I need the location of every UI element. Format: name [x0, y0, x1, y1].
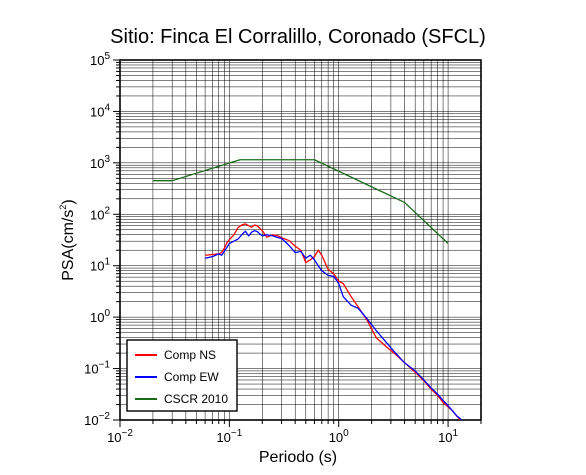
x-tick-base: 10 [216, 430, 230, 445]
x-tick-base: 10 [107, 430, 121, 445]
chart-title: Sitio: Finca El Corralillo, Coronado (SF… [110, 26, 486, 48]
legend-label: Comp EW [164, 370, 219, 384]
legend-item-comp-ns: Comp NS [135, 348, 216, 362]
y-tick-label: 105 [90, 51, 110, 68]
x-tick-label: 10−2 [107, 428, 133, 445]
x-tick-label: 101 [438, 428, 458, 445]
x-tick-label: 100 [329, 428, 349, 445]
y-tick-label: 100 [90, 308, 110, 325]
y-tick-base: 10 [90, 259, 104, 274]
x-tick-exp: −2 [122, 428, 134, 439]
axis-ticks [113, 59, 482, 427]
x-tick-exp: 0 [343, 428, 349, 439]
x-tick-base: 10 [438, 430, 452, 445]
y-tick-exp: 4 [104, 102, 110, 113]
series-line-comp-ew [204, 230, 463, 420]
legend-label: CSCR 2010 [164, 392, 228, 406]
y-tick-exp: 3 [104, 154, 110, 165]
y-tick-base: 10 [90, 53, 104, 68]
x-tick-labels: 10−2 10−1 100 101 [107, 428, 458, 445]
y-tick-label: 102 [90, 205, 110, 222]
series-line-cscr-2010 [152, 159, 449, 245]
y-tick-label: 103 [90, 154, 110, 171]
series-line-comp-ns [205, 223, 462, 420]
series-layer [152, 159, 463, 420]
y-tick-base: 10 [90, 156, 104, 171]
y-axis-label-close: ) [60, 199, 77, 204]
y-tick-label: 10−2 [84, 411, 110, 428]
y-tick-exp: 1 [104, 257, 110, 268]
y-axis-label-sup: 2 [58, 205, 68, 210]
y-tick-label: 104 [90, 102, 110, 119]
legend-items: Comp NS Comp EW CSCR 2010 [135, 348, 228, 406]
y-tick-base: 10 [84, 362, 98, 377]
y-tick-base: 10 [90, 104, 104, 119]
legend: Comp NS Comp EW CSCR 2010 [126, 339, 238, 412]
y-tick-exp: −2 [99, 411, 111, 422]
y-axis-label: PSA(cm/s2) [58, 199, 77, 280]
x-tick-exp: −1 [231, 428, 243, 439]
y-tick-exp: 0 [104, 308, 110, 319]
y-tick-base: 10 [90, 207, 104, 222]
y-tick-base: 10 [84, 413, 98, 428]
y-tick-base: 10 [90, 310, 104, 325]
y-tick-exp: −1 [99, 360, 111, 371]
legend-label: Comp NS [164, 348, 216, 362]
x-tick-base: 10 [329, 430, 343, 445]
y-axis-label-main: PSA(cm/s [60, 210, 77, 281]
y-tick-exp: 2 [104, 205, 110, 216]
y-tick-exp: 5 [104, 51, 110, 62]
x-tick-label: 10−1 [216, 428, 242, 445]
legend-item-comp-ew: Comp EW [135, 370, 219, 384]
x-axis-label: Periodo (s) [259, 449, 337, 466]
x-tick-exp: 1 [453, 428, 459, 439]
legend-item-cscr-2010: CSCR 2010 [135, 392, 228, 406]
y-tick-label: 101 [90, 257, 110, 274]
y-tick-label: 10−1 [84, 360, 110, 377]
